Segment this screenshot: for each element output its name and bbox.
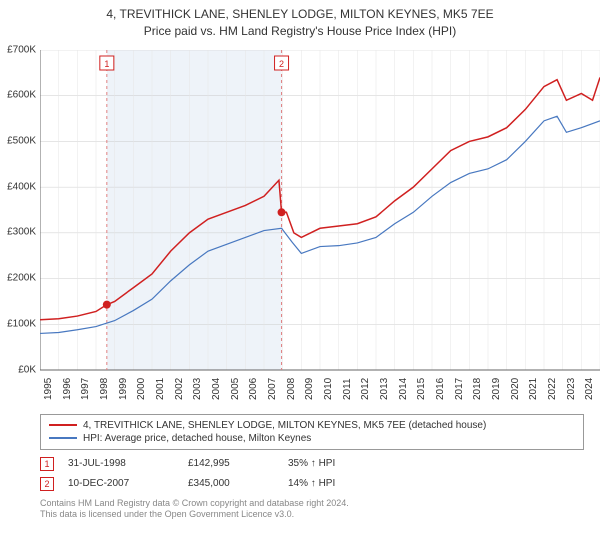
- x-tick-label: 2022: [547, 377, 558, 399]
- legend-swatch: [49, 437, 77, 439]
- chart-area: £0K£100K£200K£300K£400K£500K£600K£700K 1…: [40, 50, 600, 410]
- x-tick-label: 2024: [584, 377, 595, 399]
- title-line-2: Price paid vs. HM Land Registry's House …: [0, 23, 600, 40]
- x-tick-label: 1997: [80, 377, 91, 399]
- legend-label: HPI: Average price, detached house, Milt…: [83, 433, 311, 444]
- x-tick-label: 2014: [398, 377, 409, 399]
- x-tick-label: 1996: [62, 377, 73, 399]
- x-tick-label: 2021: [528, 377, 539, 399]
- x-tick-label: 2007: [267, 377, 278, 399]
- footer-line-1: Contains HM Land Registry data © Crown c…: [40, 498, 584, 510]
- sale-date: 10-DEC-2007: [68, 478, 188, 489]
- chart-title: 4, TREVITHICK LANE, SHENLEY LODGE, MILTO…: [0, 0, 600, 42]
- y-tick-label: £300K: [7, 227, 36, 238]
- x-tick-label: 2004: [211, 377, 222, 399]
- y-tick-label: £400K: [7, 181, 36, 192]
- x-tick-label: 2013: [379, 377, 390, 399]
- legend: 4, TREVITHICK LANE, SHENLEY LODGE, MILTO…: [40, 414, 584, 450]
- x-tick-label: 2016: [435, 377, 446, 399]
- y-tick-label: £600K: [7, 90, 36, 101]
- x-tick-label: 2019: [491, 377, 502, 399]
- sale-row: 2 10-DEC-2007£345,00014% ↑ HPI: [40, 474, 584, 494]
- sale-price: £142,995: [188, 458, 288, 469]
- y-tick-label: £0K: [18, 364, 36, 375]
- title-line-1: 4, TREVITHICK LANE, SHENLEY LODGE, MILTO…: [0, 6, 600, 23]
- y-axis: £0K£100K£200K£300K£400K£500K£600K£700K: [0, 50, 38, 370]
- sale-diff: 14% ↑ HPI: [288, 478, 584, 489]
- sale-price: £345,000: [188, 478, 288, 489]
- y-tick-label: £200K: [7, 273, 36, 284]
- x-tick-label: 2012: [360, 377, 371, 399]
- x-tick-label: 2010: [323, 377, 334, 399]
- legend-label: 4, TREVITHICK LANE, SHENLEY LODGE, MILTO…: [83, 420, 486, 431]
- x-tick-label: 2003: [192, 377, 203, 399]
- x-tick-label: 2023: [566, 377, 577, 399]
- x-tick-label: 2000: [136, 377, 147, 399]
- x-tick-label: 2006: [248, 377, 259, 399]
- x-tick-label: 2009: [304, 377, 315, 399]
- x-tick-label: 1998: [99, 377, 110, 399]
- x-axis: 1995 1996 1997 1998 1999 2000 2001 2002 2003 2004…: [40, 372, 600, 412]
- footer-line-2: This data is licensed under the Open Gov…: [40, 509, 584, 521]
- x-tick-label: 1999: [118, 377, 129, 399]
- y-tick-label: £700K: [7, 44, 36, 55]
- footer: Contains HM Land Registry data © Crown c…: [40, 498, 584, 521]
- chart-plot: 12: [40, 50, 600, 410]
- y-tick-label: £100K: [7, 318, 36, 329]
- sale-date: 31-JUL-1998: [68, 458, 188, 469]
- x-tick-label: 2020: [510, 377, 521, 399]
- y-tick-label: £500K: [7, 136, 36, 147]
- x-tick-label: 2011: [342, 378, 353, 400]
- x-tick-label: 2005: [230, 377, 241, 399]
- x-tick-label: 2017: [454, 377, 465, 399]
- sale-diff: 35% ↑ HPI: [288, 458, 584, 469]
- x-tick-label: 2001: [155, 377, 166, 399]
- sale-marker-badge: 2: [40, 477, 54, 491]
- sales-table: 1 31-JUL-1998£142,99535% ↑ HPI 2 10-DEC-200…: [40, 454, 584, 494]
- x-tick-label: 2002: [174, 377, 185, 399]
- legend-swatch: [49, 424, 77, 426]
- x-tick-label: 2015: [416, 377, 427, 399]
- legend-item: HPI: Average price, detached house, Milt…: [49, 432, 575, 445]
- sale-row: 1 31-JUL-1998£142,99535% ↑ HPI: [40, 454, 584, 474]
- x-tick-label: 1995: [43, 377, 54, 399]
- x-tick-label: 2018: [472, 377, 483, 399]
- legend-item: 4, TREVITHICK LANE, SHENLEY LODGE, MILTO…: [49, 419, 575, 432]
- x-tick-label: 2008: [286, 377, 297, 399]
- svg-text:1: 1: [104, 59, 109, 69]
- svg-text:2: 2: [279, 59, 284, 69]
- sale-marker-badge: 1: [40, 457, 54, 471]
